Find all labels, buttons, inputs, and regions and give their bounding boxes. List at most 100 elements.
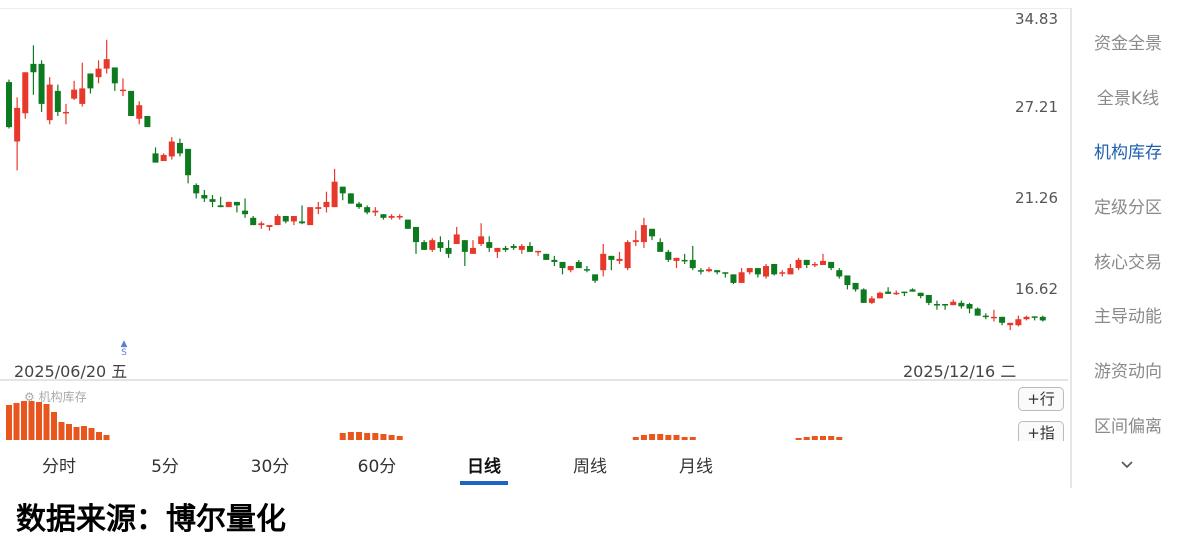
candle-up[interactable]	[290, 216, 297, 222]
candle-down[interactable]	[608, 255, 615, 260]
candle-up[interactable]	[266, 225, 273, 227]
candle-down[interactable]	[649, 228, 656, 237]
candle-down[interactable]	[771, 263, 778, 275]
candle-up[interactable]	[779, 272, 786, 274]
candle-down[interactable]	[250, 217, 257, 226]
candle-down[interactable]	[583, 269, 590, 271]
candle-up[interactable]	[1015, 319, 1022, 326]
candle-up[interactable]	[307, 207, 314, 226]
sidebar-item-grading-zones[interactable]: 定级分区	[1094, 198, 1162, 218]
candle-down[interactable]	[592, 274, 599, 281]
candle-down[interactable]	[657, 242, 664, 252]
sidebar-item-panorama-kline[interactable]: 全景K线	[1096, 89, 1160, 109]
candle-up[interactable]	[331, 181, 338, 208]
candle-up[interactable]	[811, 263, 818, 266]
candle-up[interactable]	[567, 266, 574, 271]
candle-up[interactable]	[518, 245, 525, 250]
candle-up[interactable]	[535, 250, 542, 253]
candle-down[interactable]	[1039, 316, 1046, 321]
candle-down[interactable]	[201, 195, 208, 199]
signal-marker[interactable]: ▲ S	[118, 340, 130, 358]
candle-down[interactable]	[836, 270, 843, 277]
candle-up[interactable]	[673, 257, 680, 261]
candle-down[interactable]	[111, 67, 118, 84]
candle-down[interactable]	[885, 291, 892, 294]
candle-down[interactable]	[144, 116, 151, 128]
candle-down[interactable]	[347, 193, 354, 204]
candle-up[interactable]	[95, 68, 102, 78]
candlestick-chart[interactable]	[0, 0, 1070, 445]
candle-down[interactable]	[754, 268, 761, 275]
candle-down[interactable]	[730, 274, 737, 283]
candle-up[interactable]	[258, 223, 265, 226]
candle-down[interactable]	[510, 245, 517, 248]
candle-down[interactable]	[828, 261, 835, 269]
candle-down[interactable]	[917, 292, 924, 297]
candle-down[interactable]	[185, 148, 192, 176]
candle-up[interactable]	[1007, 322, 1014, 326]
candle-up[interactable]	[103, 59, 110, 69]
candle-down[interactable]	[901, 291, 908, 294]
candle-down[interactable]	[714, 270, 721, 273]
candle-down[interactable]	[299, 221, 306, 224]
candle-down[interactable]	[860, 289, 867, 303]
candle-down[interactable]	[87, 73, 94, 89]
candle-down[interactable]	[339, 186, 346, 194]
candle-down[interactable]	[282, 216, 289, 222]
candle-up[interactable]	[46, 84, 53, 121]
candle-up[interactable]	[315, 207, 322, 209]
candle-up[interactable]	[62, 111, 69, 114]
candle-down[interactable]	[404, 219, 411, 229]
sidebar-item-dominant-momentum[interactable]: 主导动能	[1094, 307, 1162, 327]
candle-up[interactable]	[787, 268, 794, 275]
candle-down[interactable]	[364, 207, 371, 213]
chevron-down-icon[interactable]	[1120, 458, 1134, 472]
candle-down[interactable]	[844, 275, 851, 286]
candle-up[interactable]	[868, 298, 875, 303]
candle-up[interactable]	[738, 272, 745, 283]
sidebar-item-institutional-inventory[interactable]: 机构库存	[1094, 143, 1162, 163]
candle-down[interactable]	[502, 247, 509, 250]
candle-down[interactable]	[925, 294, 932, 303]
add-row-button[interactable]: +行	[1018, 387, 1064, 411]
candle-up[interactable]	[746, 268, 753, 273]
candle-up[interactable]	[706, 269, 713, 272]
candle-up[interactable]	[79, 88, 86, 104]
candle-down[interactable]	[1031, 316, 1038, 318]
candle-up[interactable]	[225, 201, 232, 208]
candle-down[interactable]	[193, 185, 200, 194]
candle-up[interactable]	[1023, 316, 1030, 320]
candle-up[interactable]	[820, 260, 826, 265]
tab-30min[interactable]: 30分	[250, 457, 290, 477]
candle-down[interactable]	[933, 304, 940, 306]
candle-down[interactable]	[681, 259, 688, 262]
candle-up[interactable]	[429, 240, 436, 250]
candle-down[interactable]	[242, 210, 249, 215]
add-indicator-button[interactable]: +指	[1018, 421, 1064, 441]
candle-down[interactable]	[722, 272, 729, 274]
candle-up[interactable]	[763, 266, 770, 277]
candle-up[interactable]	[14, 107, 21, 142]
sidebar-item-range-deviation[interactable]: 区间偏离	[1094, 417, 1162, 437]
candle-down[interactable]	[176, 142, 183, 154]
candle-up[interactable]	[632, 240, 639, 243]
candle-up[interactable]	[136, 105, 143, 119]
candle-down[interactable]	[697, 270, 704, 272]
candle-up[interactable]	[478, 236, 485, 245]
candle-up[interactable]	[469, 247, 476, 254]
candle-up[interactable]	[876, 292, 883, 299]
candle-down[interactable]	[461, 240, 468, 252]
candle-down[interactable]	[551, 259, 558, 262]
tab-intraday[interactable]: 分时	[42, 457, 76, 477]
candle-down[interactable]	[152, 153, 159, 163]
candle-up[interactable]	[388, 216, 395, 218]
candle-down[interactable]	[38, 63, 45, 104]
sidebar-item-fund-overview[interactable]: 资金全景	[1094, 34, 1162, 54]
candle-down[interactable]	[559, 261, 566, 269]
candle-down[interactable]	[209, 199, 216, 202]
candle-down[interactable]	[128, 90, 135, 117]
candle-down[interactable]	[486, 242, 493, 248]
candle-down[interactable]	[575, 261, 582, 269]
tab-daily[interactable]: 日线	[467, 457, 501, 477]
candle-up[interactable]	[168, 141, 175, 157]
